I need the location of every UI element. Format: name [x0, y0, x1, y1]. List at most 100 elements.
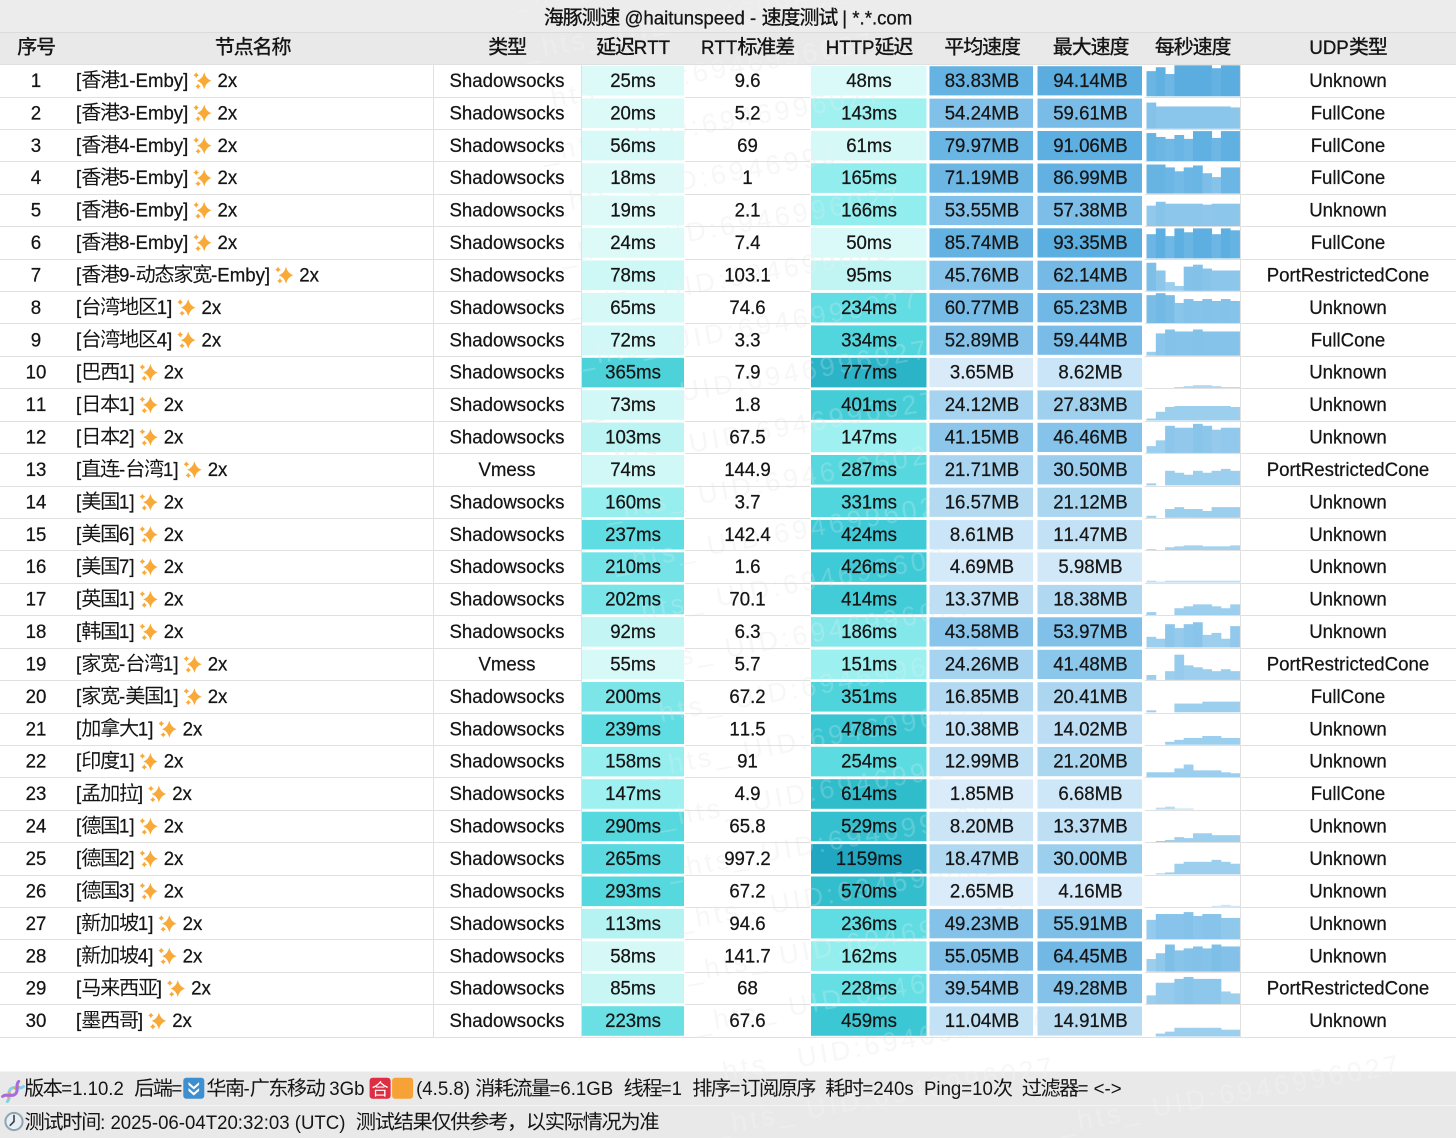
svg-text:8.62MB: 8.62MB — [1058, 363, 1122, 384]
svg-text:202ms: 202ms — [605, 590, 661, 611]
svg-text:14.91MB: 14.91MB — [1053, 1011, 1128, 1032]
svg-text:91.06MB: 91.06MB — [1053, 136, 1128, 157]
svg-text:6: 6 — [31, 233, 41, 254]
svg-text:166ms: 166ms — [841, 201, 897, 222]
svg-text:HTTP: HTTP — [826, 38, 875, 59]
svg-text:Shadowsocks: Shadowsocks — [450, 492, 565, 513]
svg-text:13: 13 — [26, 460, 47, 481]
svg-text:7.9: 7.9 — [735, 363, 761, 384]
svg-text:[: [ — [76, 687, 82, 708]
svg-text:1]: 1] — [119, 817, 135, 838]
svg-text:[: [ — [76, 233, 82, 254]
svg-text:-: - — [119, 687, 125, 708]
svg-text:-Emby]: -Emby] — [211, 265, 270, 286]
svg-text:21: 21 — [26, 719, 47, 740]
svg-text:13.37MB: 13.37MB — [945, 590, 1020, 611]
svg-text:Unknown: Unknown — [1309, 1011, 1387, 1032]
svg-text:FullCone: FullCone — [1311, 233, 1386, 254]
svg-text:]: ] — [138, 784, 143, 805]
svg-text:Shadowsocks: Shadowsocks — [450, 298, 565, 319]
svg-text:Shadowsocks: Shadowsocks — [450, 914, 565, 935]
svg-text:Shadowsocks: Shadowsocks — [450, 136, 565, 157]
svg-text:18ms: 18ms — [610, 168, 656, 189]
svg-text:56ms: 56ms — [610, 136, 656, 157]
svg-text:Vmess: Vmess — [479, 460, 536, 481]
svg-text:[: [ — [76, 330, 82, 351]
svg-text:2.1: 2.1 — [735, 201, 761, 222]
svg-text:[: [ — [76, 914, 82, 935]
svg-text:351ms: 351ms — [841, 687, 897, 708]
svg-text:[: [ — [76, 201, 82, 222]
svg-text:424ms: 424ms — [841, 525, 897, 546]
svg-text:1]: 1] — [119, 590, 135, 611]
svg-text:85.74MB: 85.74MB — [945, 233, 1020, 254]
svg-text:2x: 2x — [208, 687, 228, 708]
svg-text:Unknown: Unknown — [1309, 492, 1387, 513]
svg-text:=240s Ping=10: =240s Ping=10 — [862, 1079, 993, 1100]
svg-text:8: 8 — [31, 298, 41, 319]
svg-text:365ms: 365ms — [605, 363, 661, 384]
svg-text:Unknown: Unknown — [1309, 849, 1387, 870]
svg-text:Unknown: Unknown — [1309, 395, 1387, 416]
svg-text:Shadowsocks: Shadowsocks — [450, 979, 565, 1000]
svg-text:12: 12 — [26, 428, 47, 449]
svg-text:: 2025-06-04T20:32:03 (UTC): : 2025-06-04T20:32:03 (UTC) — [100, 1113, 356, 1134]
svg-text:103.1: 103.1 — [724, 265, 771, 286]
svg-text:[: [ — [76, 103, 82, 124]
svg-text:-: - — [119, 655, 125, 676]
svg-text:59.61MB: 59.61MB — [1053, 103, 1128, 124]
svg-text:234ms: 234ms — [841, 298, 897, 319]
svg-text:[: [ — [76, 752, 82, 773]
svg-text:1159ms: 1159ms — [836, 849, 902, 870]
svg-text:-: - — [119, 460, 125, 481]
svg-text:73ms: 73ms — [610, 395, 656, 416]
svg-text:478ms: 478ms — [841, 719, 897, 740]
svg-text:FullCone: FullCone — [1311, 103, 1386, 124]
svg-text:Unknown: Unknown — [1309, 914, 1387, 935]
svg-text:4.9: 4.9 — [735, 784, 761, 805]
svg-text:46.46MB: 46.46MB — [1053, 428, 1128, 449]
svg-text:113ms: 113ms — [605, 914, 661, 935]
svg-text:2x: 2x — [183, 914, 203, 935]
svg-text:2x: 2x — [164, 849, 184, 870]
svg-text:2x: 2x — [164, 817, 184, 838]
svg-text:Shadowsocks: Shadowsocks — [450, 363, 565, 384]
svg-text:3.65MB: 3.65MB — [950, 363, 1014, 384]
svg-text:293ms: 293ms — [605, 881, 661, 902]
svg-text:24.12MB: 24.12MB — [945, 395, 1020, 416]
svg-text:1]: 1] — [119, 622, 135, 643]
svg-text:Shadowsocks: Shadowsocks — [450, 525, 565, 546]
svg-text:Unknown: Unknown — [1309, 881, 1387, 902]
svg-text:142.4: 142.4 — [724, 525, 771, 546]
svg-text:55ms: 55ms — [610, 655, 656, 676]
svg-text:Unknown: Unknown — [1309, 525, 1387, 546]
svg-text:103ms: 103ms — [605, 428, 661, 449]
svg-text:141.7: 141.7 — [724, 946, 771, 967]
svg-text:11.47MB: 11.47MB — [1053, 525, 1128, 546]
svg-text:Unknown: Unknown — [1309, 622, 1387, 643]
svg-text:14: 14 — [26, 492, 47, 513]
svg-text:4-Emby]: 4-Emby] — [119, 136, 188, 157]
svg-text:55.91MB: 55.91MB — [1053, 914, 1128, 935]
svg-text:4: 4 — [31, 168, 42, 189]
svg-text:| *.*.com: | *.*.com — [837, 8, 912, 29]
svg-text:Shadowsocks: Shadowsocks — [450, 752, 565, 773]
svg-text:401ms: 401ms — [841, 395, 897, 416]
svg-text:78ms: 78ms — [610, 265, 656, 286]
svg-text:331ms: 331ms — [841, 492, 897, 513]
svg-text:58ms: 58ms — [610, 946, 656, 967]
svg-text:2x: 2x — [218, 103, 238, 124]
svg-text:55.05MB: 55.05MB — [945, 946, 1020, 967]
svg-text:(4.5.8): (4.5.8) — [416, 1079, 475, 1100]
svg-text:2x: 2x — [164, 590, 184, 611]
svg-text:1: 1 — [742, 168, 752, 189]
svg-text:Shadowsocks: Shadowsocks — [450, 849, 565, 870]
svg-text:2x: 2x — [164, 428, 184, 449]
svg-text:49.23MB: 49.23MB — [945, 914, 1020, 935]
svg-text:74ms: 74ms — [610, 460, 656, 481]
svg-text:PortRestrictedCone: PortRestrictedCone — [1267, 655, 1430, 676]
svg-text:67.6: 67.6 — [729, 1011, 765, 1032]
svg-text:414ms: 414ms — [841, 590, 897, 611]
svg-text:[: [ — [76, 655, 82, 676]
svg-text:2.65MB: 2.65MB — [950, 881, 1014, 902]
